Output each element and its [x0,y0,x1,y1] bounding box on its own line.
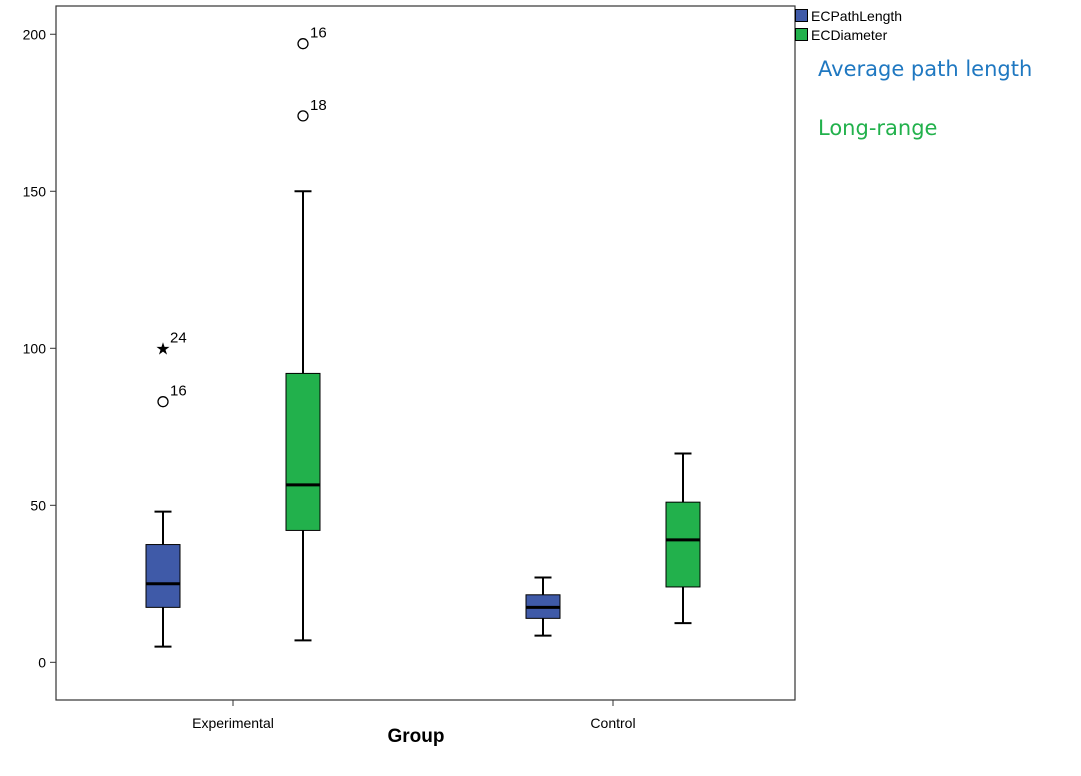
ecpathlength-experimental-outlier-label-16: 16 [170,383,187,400]
x-axis-title: Group [388,726,445,747]
y-tick-label-0: 0 [38,654,46,670]
y-tick-label-100: 100 [23,340,47,356]
y-tick-label-200: 200 [23,26,47,42]
annotation-long-range: Long-range [818,116,938,140]
y-tick-label-50: 50 [30,497,46,513]
ecdiameter-experimental-outlier-label-16: 16 [310,25,327,42]
legend-label-diameter: ECDiameter [811,26,888,43]
ecdiameter-experimental-outlier-18 [297,110,309,122]
ecdiameter-experimental-outlier-label-18: 18 [310,97,327,114]
legend-label-path-length: ECPathLength [811,7,903,24]
plot-frame [55,5,796,701]
x-tick-label-control: Control [590,715,635,731]
legend-item-path-length: ECPathLength [795,6,902,25]
ecpathlength-experimental-box [145,544,181,608]
legend-swatch-diameter [795,28,808,41]
ecdiameter-experimental-outlier-16 [297,38,309,50]
ecpathlength-experimental-outlier-16 [157,396,169,408]
y-tick-label-150: 150 [23,183,47,199]
ecpathlength-experimental-outlier-star-24: ★ [155,339,170,359]
annotation-average-path-length: Average path length [818,57,1033,81]
legend: ECPathLength ECDiameter [795,6,902,44]
legend-swatch-path-length [795,9,808,22]
ecdiameter-experimental-box [285,372,321,531]
legend-item-diameter: ECDiameter [795,25,902,44]
x-tick-label-experimental: Experimental [192,715,274,731]
ecpathlength-experimental-outlier-label-24: 24 [170,329,187,346]
ecdiameter-control-box [665,501,701,588]
